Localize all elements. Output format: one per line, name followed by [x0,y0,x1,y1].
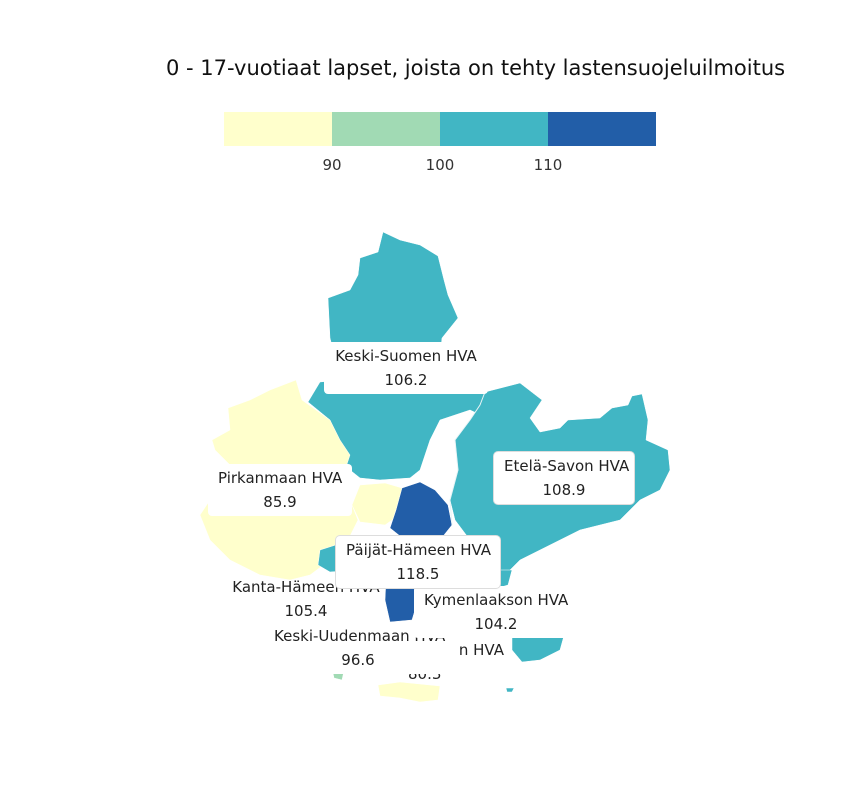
label-paijat-hame-value: 118.5 [396,565,440,583]
label-pirkanmaa-name: Pirkanmaan HVA [218,469,343,487]
label-etela-savo: Etelä-Savon HVA 108.9 [494,452,634,504]
label-etela-savo-name: Etelä-Savon HVA [504,457,630,475]
label-keski-uusimaa-value: 96.6 [341,651,375,669]
region-south[interactable] [377,681,441,703]
label-kanta-hame-value: 105.4 [284,602,328,620]
label-kymenlaakso: Kymenlaakson HVA 104.2 [414,586,578,638]
label-pirkanmaa-value: 85.9 [263,493,297,511]
label-kymenlaakso-value: 104.2 [474,615,518,633]
label-etela-savo-value: 108.9 [542,481,586,499]
label-south-fragment-name: n HVA [458,641,504,659]
label-keski-uusimaa-name: Keski-Uudenmaan HVA [274,627,446,645]
region-border [449,391,486,526]
region-paijat-hame[interactable] [389,481,453,541]
label-pirkanmaa: Pirkanmaan HVA 85.9 [208,464,352,516]
label-keski-suomi-value: 106.2 [384,371,428,389]
label-paijat-hame: Päijät-Hämeen HVA 118.5 [336,536,500,588]
label-keski-suomi: Keski-Suomen HVA 106.2 [324,342,488,394]
label-paijat-hame-name: Päijät-Hämeen HVA [346,541,492,559]
label-kymenlaakso-name: Kymenlaakson HVA [424,591,569,609]
region-islet [505,687,515,693]
label-keski-suomi-name: Keski-Suomen HVA [335,347,477,365]
map-title: 0 - 17-vuotiaat lapset, joista on tehty … [166,56,786,80]
